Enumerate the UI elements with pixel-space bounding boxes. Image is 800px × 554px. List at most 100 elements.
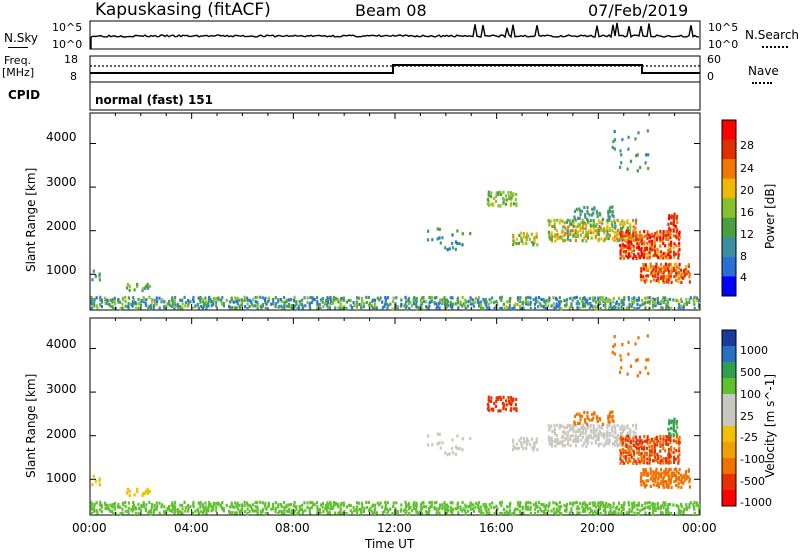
data-cell [573,422,576,426]
data-cell [612,501,615,506]
data-cell [201,511,204,515]
data-cell [616,229,620,233]
data-cell [589,428,592,432]
data-cell [365,505,368,510]
data-cell [502,190,505,194]
data-cell [670,419,673,423]
data-cell [655,467,658,471]
data-cell [662,446,665,450]
velocity-cbar-swatch [722,346,736,363]
data-cell [643,229,646,234]
data-cell [514,403,517,407]
power-cbar-swatch [722,139,736,160]
freq-panel-frame [89,55,701,83]
data-cell [319,306,322,311]
data-cell [659,229,662,234]
data-cell [228,505,232,509]
data-cell [631,506,634,511]
data-cell [326,296,329,300]
data-cell [490,399,493,403]
data-cell [435,302,438,306]
data-cell [187,298,190,303]
data-cell [583,213,587,217]
data-cell [212,302,215,306]
data-cell [594,505,597,509]
data-cell [645,439,648,443]
data-cell [518,233,521,238]
data-cell [601,296,604,300]
data-cell [693,302,696,306]
data-cell [572,233,575,237]
data-cell [583,441,586,445]
data-cell [340,296,343,301]
data-cell [624,251,627,256]
data-cell [553,222,556,226]
data-cell [571,424,574,428]
data-cell [619,432,622,436]
data-cell [595,232,598,236]
data-cell [347,503,351,507]
data-cell [136,487,139,491]
data-cell [270,302,273,306]
data-cell [595,210,599,214]
data-cell [648,457,652,462]
data-cell [554,239,557,243]
data-cell [451,302,455,306]
data-cell [657,460,660,465]
data-cell [616,239,619,243]
data-cell [637,501,640,505]
data-cell [422,296,425,300]
data-cell [678,508,681,512]
data-cell [655,262,658,266]
freq-label-1: Freq. [4,54,32,67]
data-cell [683,475,686,479]
data-cell [215,300,218,304]
data-cell [636,438,639,443]
data-cell [588,296,591,301]
data-cell [111,298,114,302]
data-cell [329,507,332,511]
data-cell [553,427,556,431]
data-cell [573,215,576,219]
data-cell [259,509,262,513]
data-cell [148,509,151,513]
data-cell [353,509,356,513]
data-cell [469,296,472,300]
data-cell [678,241,681,245]
data-cell [177,507,180,512]
data-cell [174,295,177,300]
data-cell [231,306,234,310]
data-cell [597,230,600,234]
data-cell [513,511,516,516]
data-cell [326,501,329,505]
data-cell [652,479,655,483]
data-cell [646,256,649,260]
data-cell [497,409,500,413]
data-cell [197,306,200,310]
data-cell [431,443,434,447]
data-cell [621,242,624,246]
velocity-ytick-4000: 4000 [46,337,77,351]
data-cell [656,441,659,445]
data-cell [646,437,649,441]
data-cell [685,506,688,510]
data-cell [550,444,554,448]
data-cell [512,440,515,444]
data-cell [140,503,143,508]
data-cell [597,505,600,509]
data-cell [609,410,612,415]
data-cell [567,430,570,434]
data-cell [149,509,153,513]
data-cell [533,441,536,445]
data-cell [277,511,280,515]
data-cell [622,507,625,511]
data-cell [659,511,663,515]
data-cell [662,475,665,479]
data-cell [94,274,97,278]
data-cell [517,503,520,507]
data-cell [201,306,204,310]
data-cell [445,298,448,302]
data-cell [619,457,622,461]
data-cell [613,147,616,151]
data-cell [576,435,580,439]
